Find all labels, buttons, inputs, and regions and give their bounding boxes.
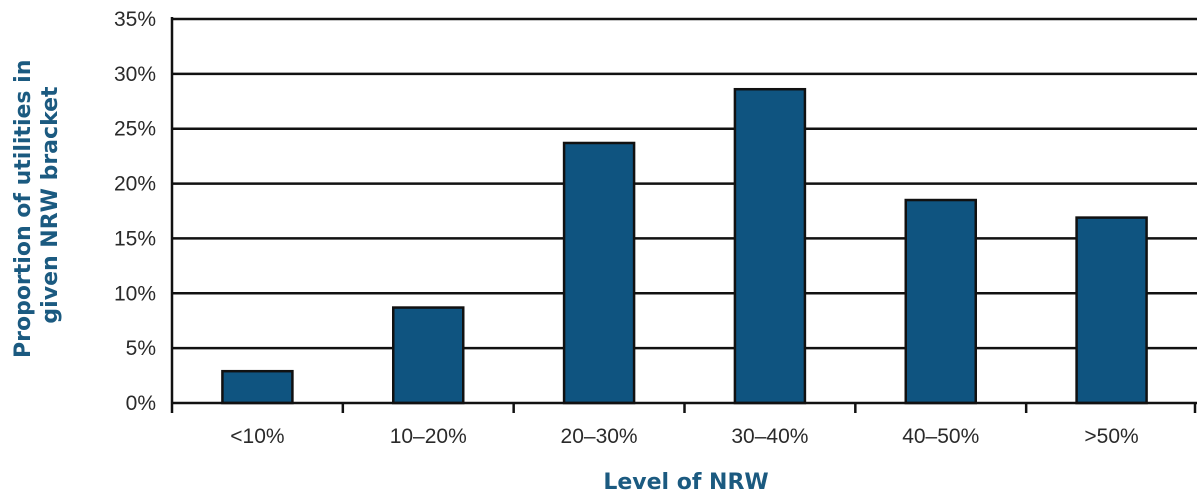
bar (1075, 216, 1148, 405)
bars (221, 87, 1148, 405)
bar (392, 306, 465, 405)
x-tick-label: 10–20% (390, 425, 467, 448)
gridlines (172, 17, 1197, 350)
x-tick-label: 40–50% (902, 425, 979, 448)
y-tick-label: 20% (114, 173, 156, 196)
y-axis-title: Proportion of utilities in given NRW bra… (11, 52, 63, 358)
x-tick-label: 30–40% (731, 425, 808, 448)
x-tick-label: >50% (1084, 425, 1138, 448)
y-tick-label: 30% (114, 63, 156, 86)
x-tick-label: <10% (230, 425, 284, 448)
y-tick-label: 10% (114, 282, 156, 305)
x-axis-tick-labels: <10% 10–20% 20–30% 30–40% 40–50% >50% (230, 425, 1138, 448)
y-axis-title-line-2: given NRW bracket (38, 86, 63, 324)
y-tick-label: 25% (114, 118, 156, 141)
y-axis-title-line-1: Proportion of utilities in (11, 60, 36, 358)
y-tick-label: 5% (126, 337, 156, 360)
bar (221, 369, 294, 405)
axes (170, 17, 1197, 413)
y-tick-label: 0% (126, 392, 156, 415)
bar (733, 87, 807, 405)
bar (904, 198, 977, 405)
y-axis-tick-labels: 0% 5% 10% 15% 20% 25% 30% 35% (114, 8, 156, 415)
y-tick-label: 35% (114, 8, 156, 31)
y-tick-label: 15% (114, 227, 156, 250)
x-axis-title: Level of NRW (603, 470, 768, 493)
bar (562, 141, 636, 405)
x-tick-label: 20–30% (561, 425, 638, 448)
